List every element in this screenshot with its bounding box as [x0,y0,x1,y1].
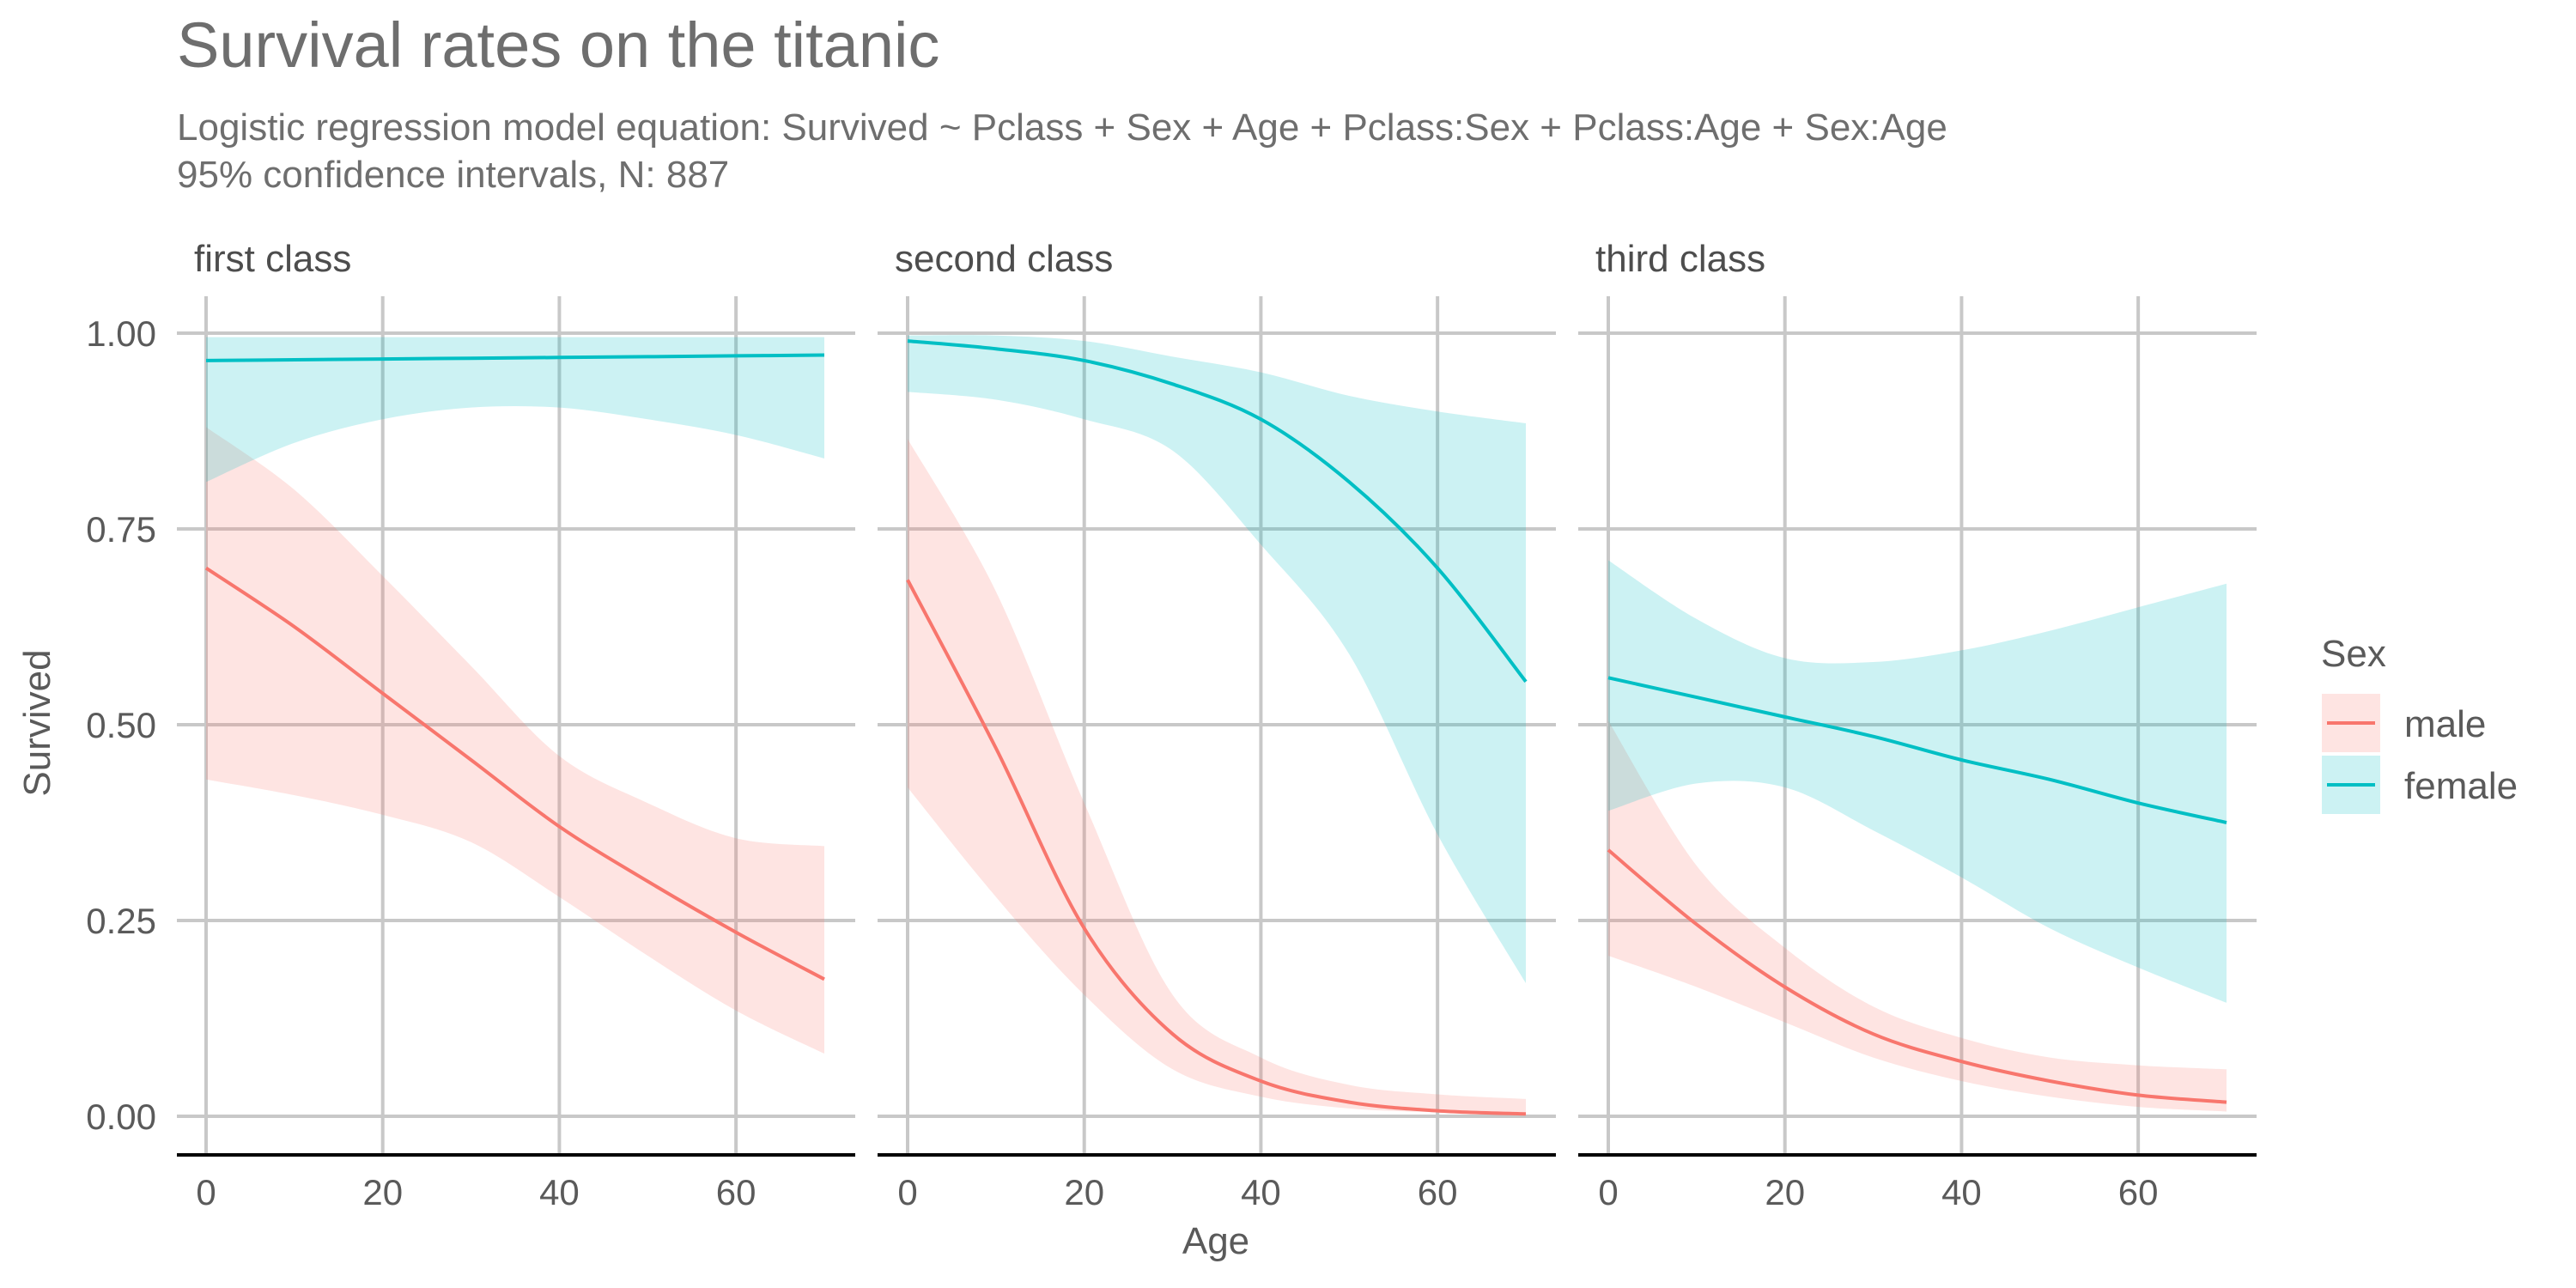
legend-label-male: male [2404,703,2486,745]
x-tick-label-second-class-2: 40 [1241,1172,1281,1212]
legend: Sex male female [2321,633,2518,814]
series-line-third-class-female [1607,676,2227,824]
series-line-first-class-female [205,353,825,362]
ci-ribbon-third-class-male [1608,720,2227,1112]
chart-subtitle-line-1: Logistic regression model equation: Surv… [177,106,1947,149]
ci-ribbon-second-class-male [908,439,1526,1115]
x-tick-label-second-class-3: 60 [1418,1172,1458,1212]
legend-key-male: male [2322,694,2486,752]
legend-label-female: female [2404,765,2518,807]
facet-panel-second-class: second class [878,238,1556,1157]
x-tick-label-third-class-1: 20 [1765,1172,1805,1212]
x-tick-label-second-class-0: 0 [897,1172,917,1212]
x-tick-label-third-class-2: 40 [1941,1172,1982,1212]
x-tick-label-first-class-1: 20 [362,1172,403,1212]
chart-title: Survival rates on the titanic [177,9,939,81]
series-line-second-class-female [907,339,1528,683]
x-tick-label-third-class-3: 60 [2118,1172,2159,1212]
ci-ribbon-second-class-female [908,335,1526,983]
facet-panel-first-class: first class [177,238,855,1157]
ci-ribbon-first-class-female [206,337,824,483]
chart-subtitle-line-2: 95% confidence intervals, N: 887 [177,154,729,196]
x-tick-label-first-class-3: 60 [716,1172,756,1212]
x-tick-labels: 0 20 40 60 0 20 40 60 0 20 40 60 [196,1172,2158,1212]
facet-label-first-class: first class [194,238,351,280]
x-tick-label-third-class-0: 0 [1598,1172,1618,1212]
series-line-third-class-male [1607,848,2227,1104]
facet-panel-third-class: third class [1578,238,2257,1157]
ci-ribbon-third-class-female [1608,560,2227,1003]
facet-label-second-class: second class [895,238,1113,280]
y-tick-label-1: 0.25 [86,901,156,941]
facet-panels: first class second class third class [177,238,2257,1157]
y-tick-labels: 0.00 0.25 0.50 0.75 1.00 [86,313,156,1137]
y-tick-label-0: 0.00 [86,1097,156,1137]
ci-ribbon-first-class-male [206,427,824,1054]
x-tick-label-first-class-0: 0 [196,1172,216,1212]
y-tick-label-4: 1.00 [86,313,156,354]
x-axis-title: Age [1182,1220,1249,1262]
y-axis-title: Survived [16,649,58,796]
legend-key-female: female [2322,756,2518,814]
y-tick-label-2: 0.50 [86,705,156,745]
series-line-second-class-male [906,579,1527,1116]
legend-title: Sex [2321,633,2386,675]
facet-label-third-class: third class [1595,238,1765,280]
x-tick-label-second-class-1: 20 [1064,1172,1104,1212]
y-tick-label-3: 0.75 [86,509,156,550]
x-tick-label-first-class-2: 40 [539,1172,580,1212]
series-line-first-class-male [204,566,825,981]
